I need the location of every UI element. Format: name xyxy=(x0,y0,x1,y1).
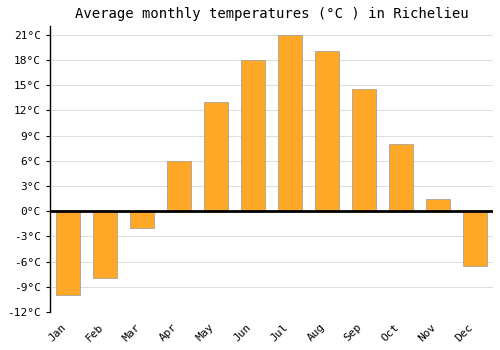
Bar xyxy=(462,211,486,266)
Bar xyxy=(204,102,228,211)
Title: Average monthly temperatures (°C ) in Richelieu: Average monthly temperatures (°C ) in Ri… xyxy=(74,7,468,21)
Bar xyxy=(241,60,265,211)
Bar xyxy=(93,211,117,278)
Bar xyxy=(130,211,154,228)
Bar xyxy=(388,144,412,211)
Bar xyxy=(315,51,339,211)
Bar xyxy=(56,211,80,295)
Bar xyxy=(352,89,376,211)
Bar xyxy=(167,161,191,211)
Bar xyxy=(426,198,450,211)
Bar xyxy=(278,35,302,211)
